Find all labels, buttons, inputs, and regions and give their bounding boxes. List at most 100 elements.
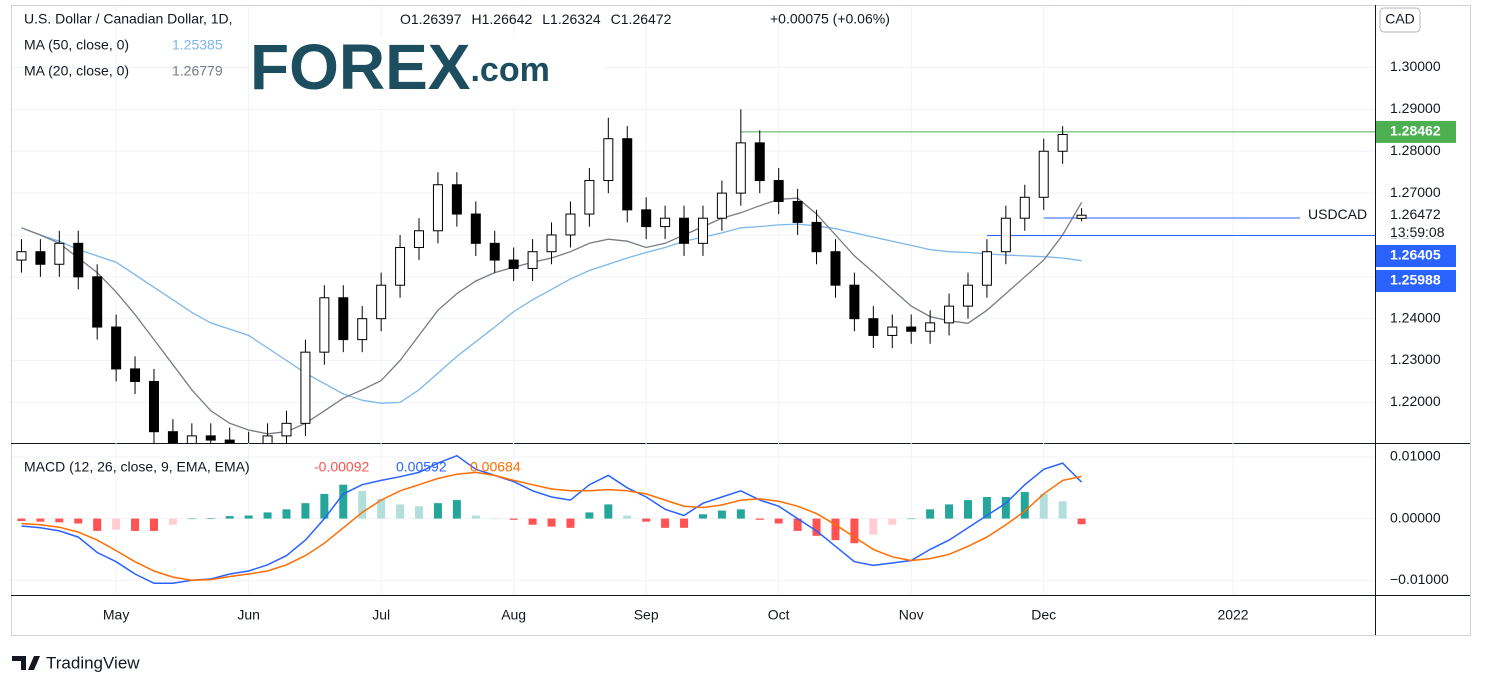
candle-body <box>319 297 330 353</box>
level-label: 1.25988 <box>1390 272 1441 288</box>
macd-histogram-bar <box>945 504 954 519</box>
candle-body <box>395 247 406 286</box>
last-price-box <box>1376 204 1456 239</box>
signal-line <box>21 471 1082 581</box>
macd-histogram-bar <box>831 518 840 541</box>
macd-histogram-bar <box>225 516 234 519</box>
ma-legend-value: 1.25385 <box>172 37 223 53</box>
macd-histogram-bar <box>907 518 916 520</box>
macd-histogram-bar <box>433 503 442 519</box>
level-label-box <box>1376 270 1456 292</box>
macd-histogram-bar <box>604 504 613 519</box>
candle-body <box>1019 196 1030 219</box>
currency[interactable]: CAD <box>1385 11 1415 27</box>
currency-button[interactable] <box>1379 7 1421 33</box>
y-tick-label: 1.24000 <box>1390 309 1441 325</box>
macd-histogram-bar <box>244 515 253 519</box>
tv-logo <box>12 656 40 670</box>
macd-histogram-bar <box>717 510 726 519</box>
x-tick-label: Aug <box>501 607 526 623</box>
macd-histogram-bar <box>36 518 45 522</box>
candle-body <box>224 439 235 443</box>
level-label-box <box>1376 245 1456 267</box>
candle-body <box>205 435 216 441</box>
x-tick-label: May <box>103 607 129 623</box>
candle-body <box>792 200 803 223</box>
candle-body <box>16 251 27 261</box>
candle-body <box>451 184 462 215</box>
macd-histogram-bar <box>149 518 158 531</box>
macd-histogram-bar <box>547 518 556 527</box>
candle-body <box>73 242 84 278</box>
macd-histogram-bar <box>1001 497 1010 519</box>
ohlc-prefix: O <box>400 11 411 27</box>
macd-histogram-bar <box>131 518 140 531</box>
candle-body <box>584 180 595 215</box>
frame <box>11 5 1471 636</box>
ohlc-prefix: L <box>542 11 550 27</box>
axes: 1.220001.230001.240001.250001.260001.270… <box>103 58 1456 623</box>
macd-histogram-bar <box>850 518 859 544</box>
macd-histogram-bar <box>396 504 405 519</box>
macd-histogram-bar <box>736 509 745 519</box>
candle-body <box>1000 217 1011 253</box>
macd-legend: MACD (12, 26, close, 9, EMA, EMA) <box>24 459 250 475</box>
candle-body <box>887 326 898 336</box>
change: +0.00075 (+0.06%) <box>770 11 890 27</box>
ohlc-value: 1.26642 <box>482 11 533 27</box>
footer: TradingView <box>46 653 140 672</box>
macd-histogram-bar <box>490 518 499 520</box>
macd-histogram-bar <box>680 518 689 528</box>
macd-value: 0.00592 <box>396 459 447 475</box>
macd-histogram-bar <box>661 518 670 528</box>
candle-body <box>92 276 103 328</box>
x-tick-label: Oct <box>768 607 790 623</box>
macd-histogram-bar <box>339 484 348 519</box>
macd-histogram-bar <box>585 512 594 519</box>
x-tick-label: Sep <box>634 607 659 623</box>
signal-value: 0.00684 <box>470 459 521 475</box>
candle-body <box>962 284 973 307</box>
candle-body <box>148 380 159 433</box>
macd-histogram-bar <box>509 518 518 520</box>
x-tick-label: Jun <box>237 607 260 623</box>
level-label: 1.26405 <box>1390 247 1441 263</box>
macd-histogram-bar <box>812 518 821 536</box>
y-tick-label: 1.30000 <box>1390 58 1441 74</box>
symbol-title: U.S. Dollar / Canadian Dollar, 1D, <box>24 11 233 27</box>
candle-body <box>622 138 633 211</box>
logo: FOREX.com <box>250 31 550 103</box>
macd-histogram-bar <box>112 518 121 530</box>
macd-histogram-bar <box>1020 492 1029 519</box>
moving-average <box>21 223 1082 404</box>
macd-histogram-bar <box>963 500 972 519</box>
macd-histogram-bar <box>320 493 329 519</box>
candle-body <box>262 435 273 443</box>
macd-histogram-bar <box>623 515 632 519</box>
candle-body <box>868 318 879 336</box>
y-tick-label: 0.01000 <box>1390 448 1441 464</box>
x-tick-label: 2022 <box>1217 607 1248 623</box>
candle-body <box>167 431 178 443</box>
macd-histogram-bar <box>377 498 386 519</box>
ohlc-value: 1.26472 <box>621 11 672 27</box>
ma-legend-value: 1.26779 <box>172 63 223 79</box>
candle-body <box>54 242 65 265</box>
macd-histogram-bar <box>793 518 802 531</box>
candle-body <box>111 326 122 370</box>
candle-body <box>508 259 519 269</box>
ticker-label: USDCAD <box>1308 206 1367 222</box>
macd-histogram-bar <box>566 518 575 528</box>
ma-legend: MA (20, close, 0) <box>24 63 129 79</box>
countdown: 13:59:08 <box>1390 224 1445 240</box>
macd-histogram-bar <box>869 518 878 535</box>
macd-histogram-bar <box>452 500 461 519</box>
candle-body <box>338 297 349 341</box>
macd-histogram-bar <box>698 514 707 519</box>
ohlc-prefix: H <box>472 11 482 27</box>
macd-histogram-bar <box>74 518 83 524</box>
candle-body <box>1038 150 1049 198</box>
candle-body <box>716 192 727 219</box>
candle-body <box>603 138 614 182</box>
